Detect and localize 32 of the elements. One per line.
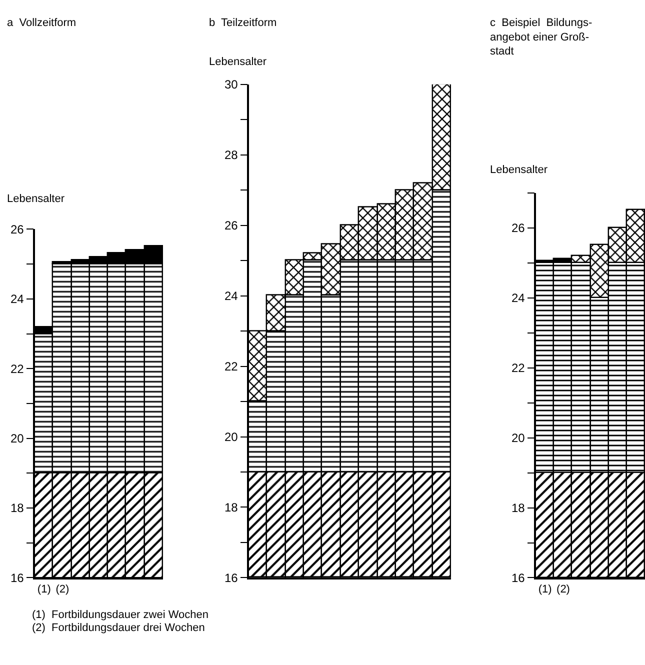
y-axis-title: Lebensalter bbox=[7, 193, 65, 205]
y-tick-label: 22 bbox=[224, 359, 238, 374]
y-tick-label: 16 bbox=[10, 570, 24, 585]
y-tick-label: 24 bbox=[10, 292, 24, 306]
y-tick-label: 20 bbox=[511, 431, 526, 446]
text: (2) Fortbildungsdauer drei Wochen bbox=[32, 622, 205, 634]
y-tick-label: 30 bbox=[224, 78, 238, 92]
x-tick-label: (2) bbox=[56, 584, 70, 596]
chart-title: a Vollzeitform bbox=[7, 17, 76, 29]
y-tick-label: 18 bbox=[224, 500, 238, 514]
x-tick-label: (1) bbox=[538, 584, 552, 596]
chart-title: c Beispiel Bildungs- angebot einer Groß- stadt bbox=[490, 17, 592, 58]
y-tick-label: 16 bbox=[224, 570, 238, 585]
y-tick-label: 20 bbox=[224, 430, 238, 444]
y-tick-label: 26 bbox=[224, 218, 238, 233]
y-tick-label: 18 bbox=[511, 500, 526, 515]
x-tick-label: (1) bbox=[37, 584, 51, 596]
y-tick-label: 26 bbox=[10, 222, 24, 236]
y-axis-title: Lebensalter bbox=[490, 164, 548, 176]
y-tick-label: 24 bbox=[511, 291, 526, 306]
y-tick-label: 22 bbox=[511, 361, 526, 376]
y-tick-label: 22 bbox=[10, 362, 24, 376]
y-tick-label: 24 bbox=[224, 288, 238, 303]
x-tick-label: (2) bbox=[556, 584, 570, 596]
y-axis-title: Lebensalter bbox=[209, 56, 267, 68]
chart-title: b Teilzeitform bbox=[209, 17, 277, 29]
y-tick-label: 26 bbox=[511, 221, 526, 236]
text: (1) Fortbildungsdauer zwei Wochen bbox=[32, 609, 208, 621]
y-tick-label: 20 bbox=[10, 432, 24, 446]
y-tick-label: 18 bbox=[10, 501, 24, 516]
y-tick-label: 16 bbox=[511, 570, 526, 585]
y-tick-label: 28 bbox=[224, 148, 238, 162]
